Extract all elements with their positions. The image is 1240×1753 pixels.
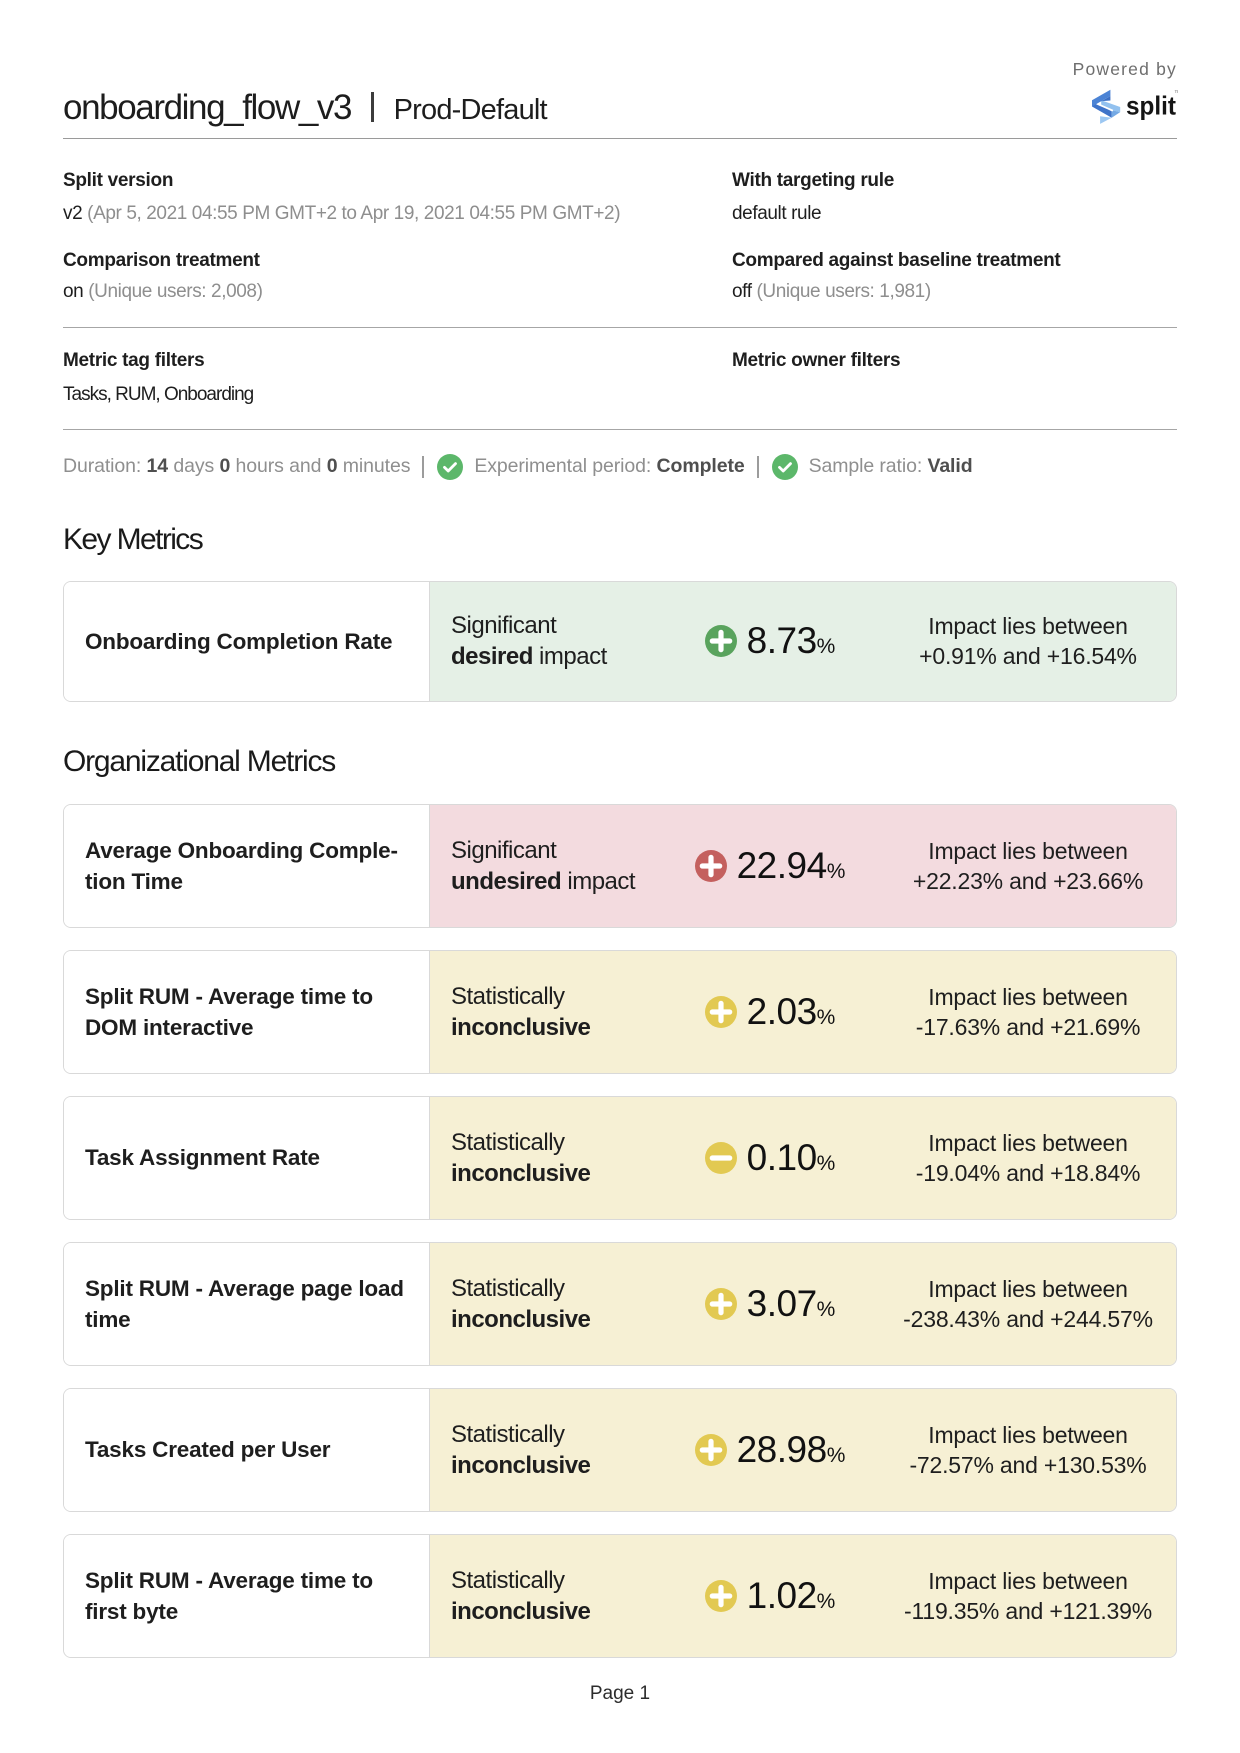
svg-text:split: split — [1126, 91, 1176, 121]
svg-text:™: ™ — [1174, 90, 1178, 97]
